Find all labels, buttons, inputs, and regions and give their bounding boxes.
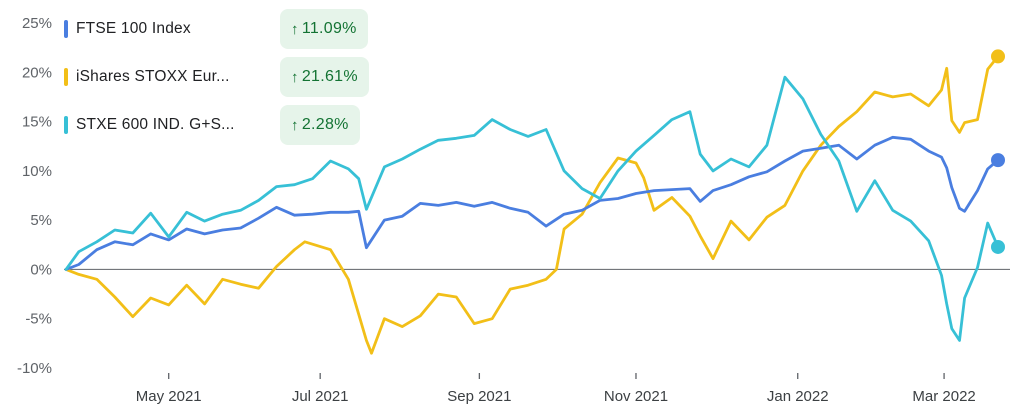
x-axis: May 2021 Jul 2021 Sep 2021 Nov 2021 Jan 2022… (136, 373, 976, 405)
series-line-2 (64, 75, 1000, 342)
legend-item-ftse-100[interactable]: FTSE 100 Index ↑ 11.09% (64, 5, 369, 53)
legend-item-stxe-600[interactable]: STXE 600 IND. G+S... ↑ 2.28% (64, 101, 369, 149)
series-color-swatch (64, 116, 68, 134)
change-value: 2.28% (301, 116, 349, 133)
x-tick-label: Nov 2021 (604, 388, 668, 405)
change-badge: ↑ 2.28% (280, 105, 360, 145)
x-tick-label: Mar 2022 (912, 388, 975, 405)
y-tick-label: -10% (17, 360, 52, 377)
legend-item-ishares-stoxx[interactable]: iShares STOXX Eur... ↑ 21.61% (64, 53, 369, 101)
change-value: 21.61% (301, 68, 358, 85)
series-end-marker-1 (991, 49, 1005, 64)
y-tick-label: 15% (22, 114, 52, 131)
x-tick-label: May 2021 (136, 388, 202, 405)
y-tick-label: 20% (22, 64, 52, 81)
y-tick-label: -5% (25, 311, 52, 328)
x-tick-label: Jul 2021 (292, 388, 349, 405)
legend: FTSE 100 Index ↑ 11.09% iShares STOXX Eur… (64, 5, 369, 149)
y-tick-label: 10% (22, 163, 52, 180)
series-end-marker-0 (991, 153, 1005, 168)
legend-series-name: FTSE 100 Index (76, 20, 191, 37)
change-badge: ↑ 11.09% (280, 9, 368, 49)
arrow-up-icon: ↑ (291, 20, 299, 38)
x-tick-label: Jan 2022 (767, 388, 829, 405)
y-tick-label: 0% (30, 261, 52, 278)
change-value: 11.09% (301, 20, 357, 37)
series-endpoints (991, 49, 1005, 254)
legend-series-name: STXE 600 IND. G+S... (76, 116, 235, 133)
series-lines (64, 55, 1000, 355)
series-end-marker-2 (991, 239, 1005, 254)
arrow-up-icon: ↑ (291, 116, 299, 134)
series-line-1 (64, 55, 1000, 355)
change-badge: ↑ 21.61% (280, 57, 369, 97)
x-tick-label: Sep 2021 (447, 388, 511, 405)
y-axis: 25% 20% 15% 10% 5% 0% -5% -10% (17, 15, 52, 377)
arrow-up-icon: ↑ (291, 68, 299, 86)
y-tick-label: 25% (22, 15, 52, 32)
legend-series-name: iShares STOXX Eur... (76, 68, 230, 85)
series-color-swatch (64, 20, 68, 38)
y-tick-label: 5% (30, 212, 52, 229)
series-color-swatch (64, 68, 68, 86)
series-line-0 (64, 135, 1000, 271)
